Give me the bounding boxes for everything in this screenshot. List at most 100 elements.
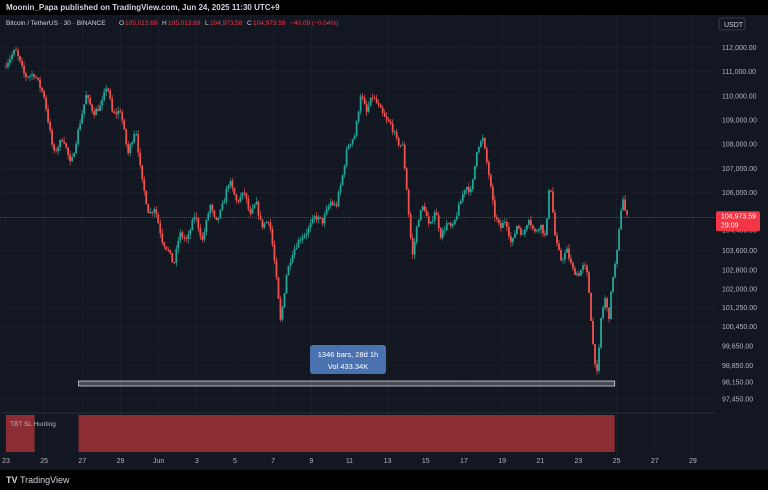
candle-body — [59, 139, 61, 147]
candle-body — [552, 191, 554, 213]
candle-body — [596, 364, 598, 371]
candle-body — [485, 148, 488, 163]
candle-body — [187, 234, 190, 239]
candle-body — [568, 248, 570, 259]
candle-body — [199, 228, 202, 237]
candle-body — [373, 97, 376, 99]
candle-body — [139, 152, 142, 166]
candle-body — [365, 103, 368, 112]
candle-body — [301, 237, 304, 240]
candle-body — [85, 95, 88, 105]
candle-body — [277, 277, 280, 299]
candle-body — [273, 245, 276, 261]
candle-body — [293, 248, 296, 256]
candle-body — [145, 190, 148, 205]
candle-body — [197, 218, 200, 229]
candle-body — [77, 129, 80, 144]
candle-body — [437, 215, 440, 229]
candle-body — [614, 263, 616, 277]
candle-body — [409, 214, 412, 238]
candle-body — [520, 228, 522, 235]
candle-body — [303, 235, 306, 238]
candle-body — [493, 200, 496, 218]
candle-body — [203, 232, 206, 240]
candle-body — [235, 194, 238, 201]
candle-body — [207, 213, 210, 220]
candle-body — [321, 218, 324, 224]
candle-body — [548, 190, 550, 219]
candle-body — [55, 150, 57, 152]
currency-badge[interactable]: USDT — [718, 17, 746, 31]
candle-body — [381, 107, 384, 113]
time-axis[interactable]: 23 25 27 29 Jun 3 5 7 9 11 13 15 17 19 21 23 25 27 29 — [2, 458, 697, 465]
candle-body — [507, 226, 510, 237]
candle-body — [363, 97, 366, 104]
candle-body — [37, 77, 39, 80]
candle-body — [191, 219, 194, 231]
candle-body — [503, 221, 506, 223]
candle-body — [101, 99, 104, 106]
candle-body — [385, 116, 388, 120]
x-tick-label: 23 — [2, 458, 10, 465]
candle-body — [241, 192, 244, 197]
legend-h-value: 105,013.69 — [168, 20, 201, 27]
y-tick-label: 98,850.00 — [722, 363, 753, 370]
x-tick-label: 25 — [40, 458, 48, 465]
legend-l-label: L — [205, 20, 209, 27]
candle-body — [317, 216, 320, 220]
legend-symbol: Bitcoin / TetherUS · 30 · BINANCE — [6, 20, 106, 27]
candle-body — [253, 204, 256, 209]
candle-body — [497, 219, 500, 224]
y-tick-label: 112,000.00 — [722, 45, 757, 52]
candle-body — [622, 199, 624, 211]
candle-body — [233, 187, 236, 195]
candle-body — [501, 222, 504, 228]
candle-body — [47, 109, 49, 122]
candle-body — [229, 181, 232, 186]
candle-body — [570, 258, 572, 263]
candle-body — [530, 220, 532, 226]
candle-body — [127, 143, 130, 154]
candle-body — [590, 292, 592, 321]
candle-body — [269, 222, 272, 230]
candle-body — [427, 216, 430, 224]
candle-body — [9, 59, 11, 63]
candle-body — [465, 186, 468, 191]
candle-body — [542, 224, 544, 234]
price-chart[interactable]: Bitcoin / TetherUS · 30 · BINANCE O 105,… — [0, 15, 768, 470]
candle-body — [457, 204, 460, 216]
candle-body — [31, 74, 33, 76]
candle-body — [538, 229, 540, 231]
candle-body — [351, 139, 354, 144]
candle-body — [602, 307, 604, 319]
candle-body — [257, 201, 260, 216]
x-tick-label: Jun — [153, 458, 164, 465]
candle-body — [71, 157, 74, 161]
candle-body — [289, 262, 292, 266]
candle-body — [347, 145, 350, 150]
candle-body — [287, 265, 290, 276]
candle-body — [171, 252, 174, 263]
candle-body — [285, 275, 288, 294]
measure-tool[interactable]: 1346 bars, 28d 1h Vol 433.34K — [78, 345, 616, 387]
candle-body — [33, 74, 35, 77]
candle-body — [532, 225, 534, 229]
measure-info-box — [310, 345, 386, 374]
candle-body — [435, 212, 438, 216]
candle-body — [209, 204, 212, 214]
candle-body — [558, 243, 560, 251]
price-axis[interactable]: 112,000.00 111,000.00 110,000.00 109,000.00… — [722, 45, 757, 404]
measure-range-bar[interactable] — [78, 380, 616, 387]
candle-body — [163, 242, 166, 247]
candle-body — [177, 240, 180, 249]
candle-body — [315, 216, 318, 220]
candle-body — [123, 120, 126, 130]
publisher-bar: Moonin_Papa published on TradingView.com… — [0, 0, 768, 15]
x-tick-label: 11 — [346, 458, 353, 465]
candle-body — [57, 146, 59, 151]
candle-body — [243, 192, 246, 194]
candle-body — [582, 265, 584, 270]
candle-body — [441, 230, 444, 238]
candle-body — [451, 224, 454, 227]
y-tick-label: 106,000.00 — [722, 190, 757, 197]
